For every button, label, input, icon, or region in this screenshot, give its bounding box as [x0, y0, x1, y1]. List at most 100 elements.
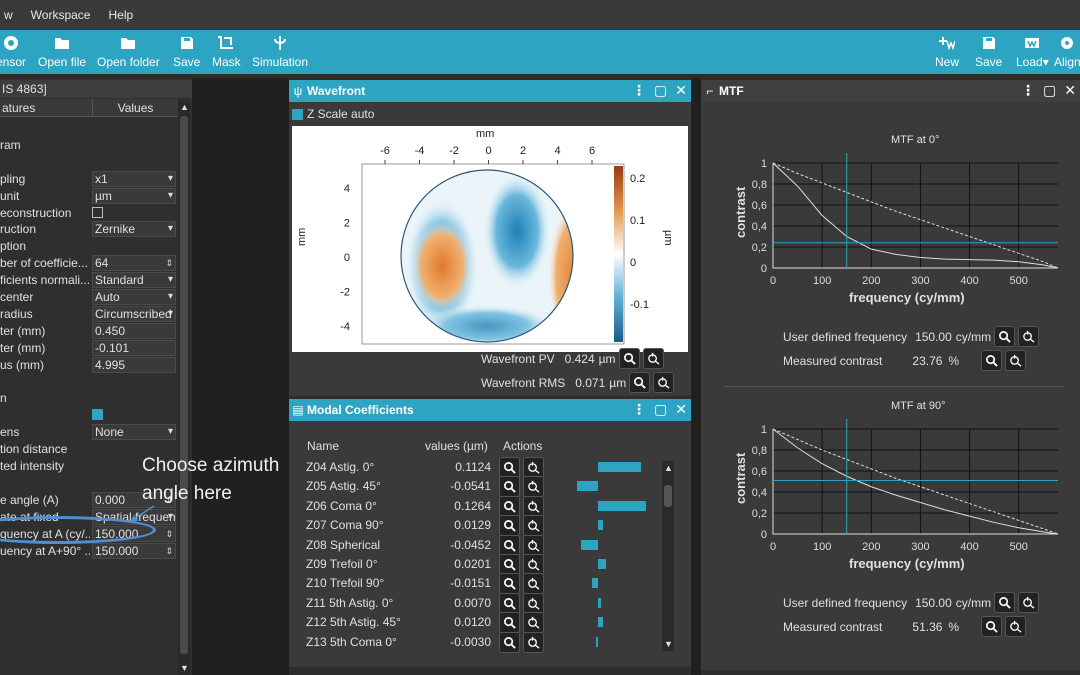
align-button[interactable]: Align [1054, 34, 1080, 69]
coefficient-bar [598, 500, 647, 511]
coefficient-locate-button[interactable] [523, 612, 544, 634]
coefficient-locate-button[interactable] [523, 515, 544, 537]
coefficient-bar [598, 597, 601, 608]
coefficient-zoom-button[interactable] [499, 631, 520, 653]
load-button[interactable]: Load▾ [1016, 34, 1049, 69]
property-label: econstruction [0, 205, 72, 220]
coefficient-zoom-button[interactable] [499, 515, 520, 537]
scroll-down-icon[interactable]: ▼ [664, 639, 673, 649]
coefficient-name: Z11 5th Astig. 0° [306, 595, 394, 610]
property-spinbox[interactable]: 64 [92, 255, 176, 272]
mtf-chart-1: 0 100 200 300 400 500 1 0,8 0,6 0,4 0,2 0 MTF at 90°… [701, 386, 1080, 646]
frequency-zoom-button[interactable] [994, 592, 1016, 613]
mtf-icon: ⌐ [706, 84, 714, 98]
close-icon[interactable]: ✕ [1064, 82, 1076, 98]
menu-help[interactable]: Help [108, 8, 134, 22]
coefficient-zoom-button[interactable] [499, 554, 520, 575]
coefficient-locate-button[interactable] [523, 476, 544, 498]
save-workspace-button[interactable]: Save [975, 34, 1002, 69]
property-dropdown[interactable]: x1 [92, 170, 176, 187]
property-input[interactable]: -0.101 [92, 339, 176, 356]
magnifier-icon [634, 377, 646, 389]
menu-workspace[interactable]: Workspace [30, 8, 91, 22]
scroll-up-icon[interactable]: ▲ [180, 102, 189, 112]
coefficient-locate-button[interactable] [523, 554, 544, 575]
open-file-button[interactable]: Open file [38, 34, 86, 69]
x-tick-label: 300 [911, 275, 929, 287]
mask-button[interactable]: Mask [212, 34, 241, 69]
crop-icon [217, 34, 235, 52]
coefficient-value: -0.0452 [450, 537, 491, 552]
close-icon[interactable]: ✕ [675, 82, 687, 98]
coefficient-zoom-button[interactable] [499, 476, 520, 498]
property-dropdown[interactable]: µm [92, 187, 176, 204]
coefficient-zoom-button[interactable] [499, 457, 520, 478]
property-dropdown[interactable]: Standard [92, 272, 176, 289]
contrast-locate-button[interactable] [1005, 616, 1027, 637]
property-checkbox[interactable] [92, 409, 103, 421]
menu-dots-icon[interactable]: ⋮ [632, 82, 647, 98]
user-frequency-value[interactable]: 150.00 [915, 595, 952, 610]
maximize-icon[interactable]: ▢ [1043, 82, 1057, 98]
property-spinbox[interactable]: 0.000 [92, 491, 176, 508]
property-input[interactable]: 0.450 [92, 322, 176, 339]
contrast-zoom-button[interactable] [981, 616, 1003, 637]
coefficient-zoom-button[interactable] [499, 573, 520, 595]
frequency-locate-button[interactable] [1018, 592, 1040, 613]
coefficient-locate-button[interactable] [523, 457, 544, 478]
frequency-zoom-button[interactable] [994, 326, 1016, 347]
pv-zoom-button[interactable] [618, 348, 640, 369]
coefficient-zoom-button[interactable] [499, 534, 520, 556]
coefficient-zoom-button[interactable] [499, 612, 520, 634]
rms-zoom-button[interactable] [629, 372, 651, 393]
coefficient-zoom-button[interactable] [499, 495, 520, 517]
coefficient-locate-button[interactable] [523, 631, 544, 653]
magnifier-icon [504, 500, 516, 513]
close-icon[interactable]: ✕ [675, 401, 687, 417]
coefficient-zoom-button[interactable] [499, 592, 520, 614]
new-button[interactable]: New [935, 34, 959, 69]
modal-scrollbar[interactable]: ▲ ▼ [662, 461, 674, 651]
open-folder-button[interactable]: Open folder [97, 34, 160, 69]
coefficient-row: Z06 Coma 0° 0.1264 [303, 495, 673, 517]
user-frequency-value[interactable]: 150.00 [915, 329, 952, 344]
maximize-icon[interactable]: ▢ [654, 82, 668, 98]
maximize-icon[interactable]: ▢ [654, 401, 668, 417]
properties-scrollbar[interactable]: ▲ ▼ [178, 100, 190, 675]
property-dropdown[interactable]: None [92, 424, 176, 441]
wavefront-x-unit: mm [476, 128, 495, 140]
property-checkbox[interactable] [92, 206, 103, 218]
contrast-locate-button[interactable] [1005, 350, 1027, 371]
pv-locate-button[interactable] [642, 348, 664, 369]
property-input[interactable]: 4.995 [92, 356, 176, 373]
property-spinbox[interactable]: 150.000 [92, 542, 176, 559]
zscale-checkbox[interactable]: Z Scale auto [292, 107, 374, 121]
menu-view[interactable]: w [4, 8, 13, 22]
coefficient-bar [598, 520, 603, 531]
contrast-zoom-button[interactable] [981, 350, 1003, 371]
scroll-down-icon[interactable]: ▼ [180, 663, 189, 673]
coefficient-locate-button[interactable] [523, 495, 544, 517]
menu-dots-icon[interactable]: ⋮ [632, 401, 647, 417]
coefficient-locate-button[interactable] [523, 573, 544, 595]
x-tick-label: 400 [960, 275, 978, 287]
property-dropdown[interactable]: Zernike [92, 221, 176, 238]
coefficient-locate-button[interactable] [523, 534, 544, 556]
coefficient-locate-button[interactable] [523, 592, 544, 614]
scroll-thumb[interactable] [180, 116, 188, 654]
checkbox-checked[interactable] [292, 108, 303, 120]
scroll-thumb[interactable] [664, 485, 672, 507]
menu-dots-icon[interactable]: ⋮ [1021, 82, 1036, 98]
coefficient-bar [598, 617, 603, 628]
property-dropdown[interactable]: Circumscribed [92, 305, 176, 322]
rms-locate-button[interactable] [653, 372, 675, 393]
property-label: pling [0, 171, 26, 186]
x-tick-label: -6 [380, 145, 390, 157]
frequency-locate-button[interactable] [1018, 326, 1040, 347]
y-tick-label: 0 [344, 252, 350, 264]
sensor-button[interactable]: ensor [0, 34, 26, 69]
scroll-up-icon[interactable]: ▲ [664, 463, 673, 473]
save-button[interactable]: Save [173, 34, 200, 69]
property-dropdown[interactable]: Auto [92, 289, 176, 305]
simulation-button[interactable]: Simulation [252, 34, 308, 69]
